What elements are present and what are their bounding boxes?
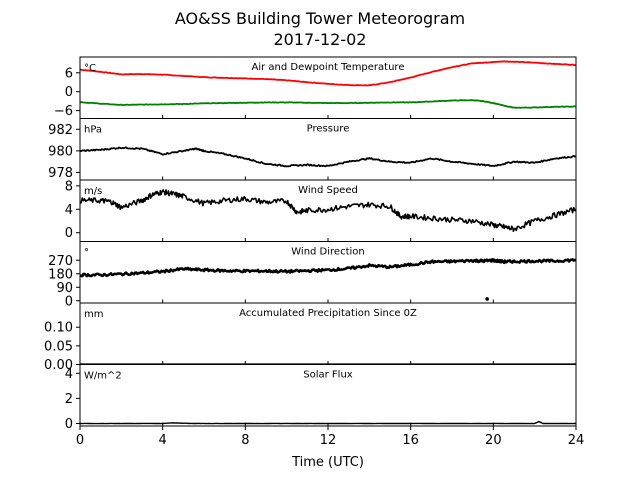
- wind_dir-y-tick-label: 0: [65, 294, 73, 309]
- x-axis: 0 4 8 12 16 20 24: [76, 426, 584, 448]
- wind_dir-outlier-point-0: [485, 297, 489, 301]
- temp-y-tick-label: 0: [65, 85, 73, 100]
- panel-precip: 0.00 0.05 0.10 mm Accumulated Precipitation …: [44, 302, 577, 373]
- wind_dir-y-tick-label: 270: [48, 254, 73, 269]
- x-axis-tick-label: 24: [568, 433, 585, 448]
- temp-y-tick-label: 6: [65, 66, 73, 81]
- x-axis-tick-label: 0: [76, 433, 84, 448]
- temp-unit-label: °C: [84, 63, 96, 74]
- x-axis-tick-label: 8: [241, 433, 249, 448]
- solar-y-tick-label: 2: [65, 392, 73, 407]
- solar-series-0-line: [80, 420, 576, 425]
- x-axis-tick-label: 4: [159, 433, 167, 448]
- solar-y-tick-label: 4: [65, 367, 73, 382]
- x-axis-tick-label: 20: [485, 433, 502, 448]
- solar-y-tick-label: 0: [65, 417, 73, 432]
- temp-series-1-line: [80, 99, 576, 109]
- pressure-series-0-line: [80, 146, 576, 168]
- pressure-y-tick-label: 978: [48, 166, 73, 181]
- wind_speed-y-tick-label: 4: [65, 203, 73, 218]
- wind_speed-unit-label: m/s: [84, 186, 102, 197]
- wind_dir-panel-title: Wind Direction: [291, 247, 365, 258]
- x-axis-label: Time (UTC): [291, 455, 364, 470]
- pressure-y-tick-label: 980: [48, 144, 73, 159]
- panel-solar: 0 2 4 W/m^2 Solar Flux: [65, 364, 577, 432]
- wind_speed-y-tick-label: 0: [65, 226, 73, 241]
- panel-pressure: 978 980 982 hPa Pressure: [48, 118, 577, 181]
- wind_dir-y-tick-label: 180: [48, 267, 73, 282]
- wind_dir-y-tick-label: 90: [56, 281, 73, 296]
- figure-title: AO&SS Building Tower Meteorogram: [175, 9, 465, 28]
- wind_speed-y-tick-label: 8: [65, 179, 73, 194]
- panel-wind_speed: 0 4 8 m/s Wind Speed: [65, 179, 577, 242]
- pressure-y-tick-label: 982: [48, 123, 73, 138]
- precip-y-tick-label: 0.05: [44, 339, 73, 354]
- pressure-series-group: [80, 146, 576, 168]
- precip-y-tick-label: 0.10: [44, 321, 73, 336]
- x-axis-tick-label: 16: [402, 433, 419, 448]
- solar-panel-title: Solar Flux: [303, 370, 353, 381]
- panel-temp: −6 0 6 °C Air and Dewpoint Temperature: [54, 56, 577, 119]
- solar-series-group: [80, 420, 576, 425]
- wind_dir-unit-label: °: [84, 248, 89, 259]
- precip-unit-label: mm: [84, 309, 103, 320]
- precip-panel-title: Accumulated Precipitation Since 0Z: [239, 308, 417, 319]
- temp-panel-title: Air and Dewpoint Temperature: [252, 62, 405, 73]
- figure-subtitle-date: 2017-12-02: [274, 30, 367, 49]
- wind_speed-series-0-line: [80, 189, 576, 232]
- chart-panels: −6 0 6 °C Air and Dewpoint Temperature 978 980…: [44, 56, 577, 432]
- pressure-panel-title: Pressure: [307, 124, 350, 135]
- wind_dir-series-0-line: [80, 258, 576, 278]
- temp-y-tick-label: −6: [54, 104, 73, 119]
- wind_dir-series-group: [80, 258, 576, 301]
- temp-series-group: [80, 60, 576, 109]
- pressure-unit-label: hPa: [84, 125, 102, 136]
- temp-series-0-line: [80, 60, 576, 87]
- x-axis-tick-label: 12: [320, 433, 337, 448]
- wind_speed-series-group: [80, 189, 576, 232]
- precip-y-tick-label: 0.00: [44, 358, 73, 373]
- solar-unit-label: W/m^2: [84, 371, 122, 382]
- wind_speed-panel-title: Wind Speed: [298, 185, 358, 196]
